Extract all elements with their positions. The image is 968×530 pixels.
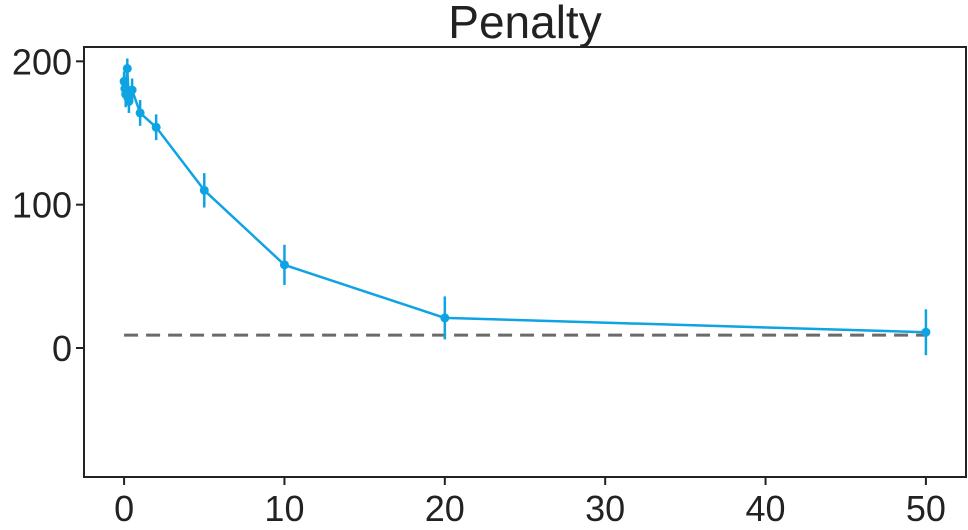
data-point [135, 108, 145, 118]
plot-area: 0 10 20 30 40 50 0 100 200 [12, 41, 967, 529]
data-point [440, 313, 450, 323]
x-tick-label: 40 [746, 488, 786, 529]
y-tick-label: 100 [12, 185, 72, 226]
data-point [199, 185, 209, 195]
data-point [279, 260, 289, 270]
x-tick-label: 20 [425, 488, 465, 529]
data-point [124, 96, 134, 106]
data-point [121, 89, 131, 99]
data-point [921, 327, 931, 337]
y-tick-label: 0 [52, 328, 72, 369]
chart-title: Penalty [448, 0, 601, 48]
data-point [122, 64, 132, 73]
plot-frame [83, 46, 967, 478]
data-point [119, 76, 129, 86]
series-line [122, 67, 926, 334]
x-tick-label: 0 [114, 488, 134, 529]
x-tick-label: 50 [906, 488, 946, 529]
data-point [127, 85, 137, 95]
x-tick-label: 30 [585, 488, 625, 529]
y-tick-label: 200 [12, 41, 72, 82]
x-tick-label: 10 [264, 488, 304, 529]
data-point [151, 122, 161, 132]
